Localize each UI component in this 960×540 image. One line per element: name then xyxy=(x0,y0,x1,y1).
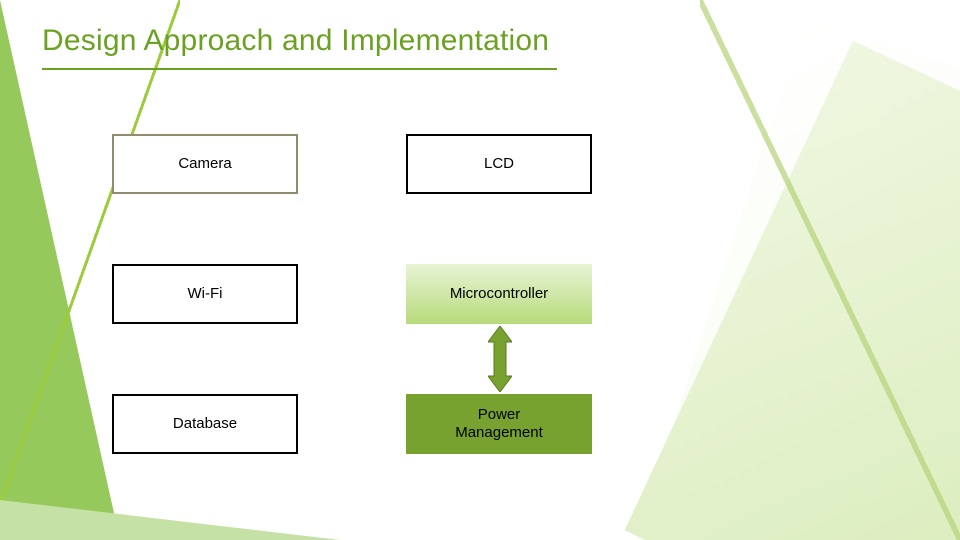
box-power-management: Power Management xyxy=(406,394,592,454)
decor-triangle-bottom xyxy=(0,500,340,540)
slide: Design Approach and Implementation Camer… xyxy=(0,0,960,540)
slide-title-underline xyxy=(42,68,557,70)
box-camera: Camera xyxy=(112,134,298,194)
box-wifi: Wi-Fi xyxy=(112,264,298,324)
box-database: Database xyxy=(112,394,298,454)
arrow-micro-power xyxy=(488,326,512,392)
arrow-shape xyxy=(488,326,512,392)
box-lcd: LCD xyxy=(406,134,592,194)
decor-overlay-right xyxy=(632,18,960,540)
box-microcontroller: Microcontroller xyxy=(406,264,592,324)
slide-title: Design Approach and Implementation xyxy=(42,24,549,58)
decor-triangle-left xyxy=(0,0,120,540)
